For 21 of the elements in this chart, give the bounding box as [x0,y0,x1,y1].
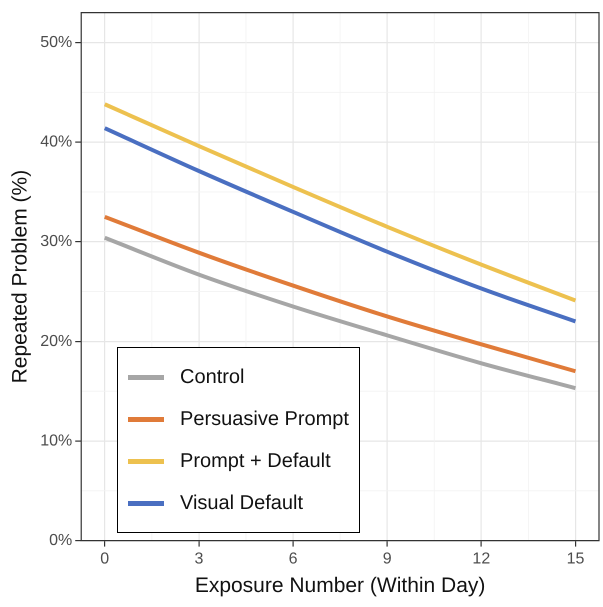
y-tick-label: 10% [40,432,72,450]
y-tick-label: 20% [40,332,72,350]
y-tick-label: 30% [40,233,72,250]
y-tick-label: 50% [40,34,72,51]
line-series [102,126,578,324]
legend-label: Control [180,366,244,388]
x-tick-label: 6 [288,550,298,568]
x-tick-label: 0 [100,550,110,568]
y-tick-label: 0% [49,532,72,550]
x-tick-label: 9 [382,550,392,568]
x-tick-label: 12 [472,550,490,568]
legend-label: Persuasive Prompt [180,408,349,430]
legend-label: Visual Default [180,492,304,514]
x-tick-label: 3 [194,550,204,568]
line-series [102,236,578,390]
line-series [102,102,578,303]
x-tick-label: 15 [566,550,584,568]
legend-label: Prompt + Default [180,450,331,472]
y-tick-label: 40% [40,134,72,151]
x-axis-title: Exposure Number (Within Day) [194,574,486,598]
y-axis-title: Repeated Problem (%) [8,170,32,384]
